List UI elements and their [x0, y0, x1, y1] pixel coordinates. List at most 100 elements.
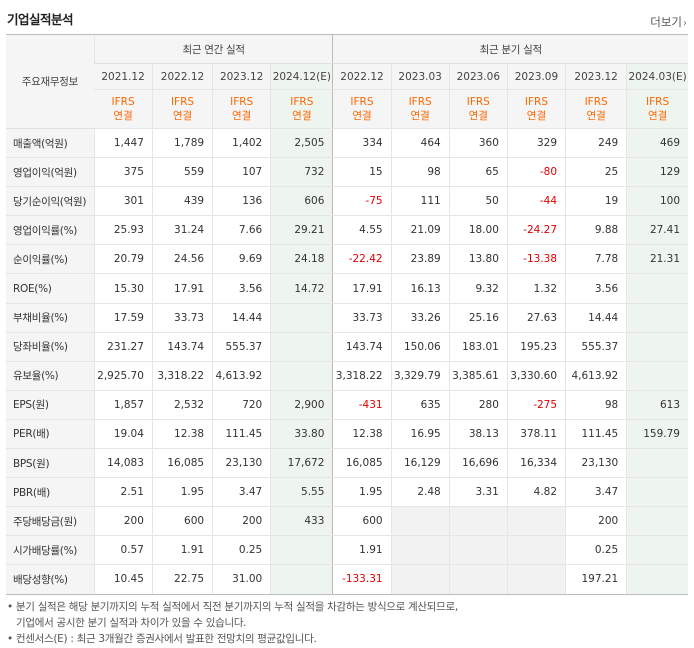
table-cell: 33.73 [151, 303, 213, 333]
table-cell: 23,130 [212, 448, 271, 479]
footnote-1: • 분기 실적은 해당 분기까지의 누적 실적에서 직전 분기까지의 누적 실적… [7, 601, 458, 613]
table-cell: 29.21 [270, 215, 333, 246]
table-cell: 280 [448, 389, 508, 420]
table-cell: 301 [93, 186, 153, 217]
table-cell: 50 [448, 186, 508, 217]
table-cell: 2.48 [390, 477, 450, 508]
table-cell: 559 [151, 157, 213, 188]
table-cell: -75 [332, 186, 392, 217]
consolidated-label: 연결 [292, 110, 312, 122]
table-row: 부채비율(%) 17.59 33.73 14.44 33.73 33.26 25.16 27.… [6, 303, 688, 333]
ifrs-badge: IFRS 연결 [506, 89, 566, 129]
table-cell: 33.73 [332, 303, 392, 333]
table-cell: 4.55 [332, 215, 392, 246]
ifrs-label: IFRS [524, 96, 548, 108]
more-label: 더보기 [650, 15, 682, 29]
table-cell: 360 [448, 128, 508, 159]
row-header: 주요재무정보 [6, 34, 95, 129]
table-cell: 23,130 [565, 448, 627, 479]
table-cell [626, 448, 688, 479]
table-cell: 143.74 [151, 332, 213, 362]
table-cell: 600 [151, 506, 213, 537]
table-cell [448, 535, 508, 566]
table-cell: 98 [565, 389, 627, 420]
ifrs-label: IFRS [646, 96, 670, 108]
table-cell: 197.21 [565, 564, 627, 595]
table-cell: 18.00 [448, 215, 508, 246]
table-cell [506, 506, 566, 537]
table-cell: 3,329.79 [390, 361, 450, 391]
row-label: 영업이익(억원) [6, 157, 95, 188]
row-label: 영업이익률(%) [6, 215, 95, 246]
table-cell: 17,672 [270, 448, 333, 479]
table-cell: -24.27 [506, 215, 566, 246]
table-cell [506, 564, 566, 595]
table-cell: 12.38 [332, 419, 392, 450]
table-row: 당좌비율(%) 231.27 143.74 555.37 143.74 150.06 183… [6, 332, 688, 362]
ifrs-badge: IFRS 연결 [390, 89, 450, 129]
table-cell: 0.25 [212, 535, 271, 566]
period-header: 2023.12 [565, 63, 627, 90]
table-row: PBR(배) 2.51 1.95 3.47 5.55 1.95 2.48 3.31 4.82 3.… [6, 477, 688, 508]
table-cell: 1.91 [332, 535, 392, 566]
table-cell: 4.82 [506, 477, 566, 508]
table-cell: 16,129 [390, 448, 450, 479]
table-cell: 3,318.22 [151, 361, 213, 391]
table-cell [626, 303, 688, 333]
table-cell: 21.09 [390, 215, 450, 246]
row-label: PBR(배) [6, 477, 95, 508]
chevron-right-icon: › [683, 18, 687, 29]
ifrs-badge: IFRS 연결 [212, 89, 271, 129]
row-label: EPS(원) [6, 389, 95, 420]
table-cell: 249 [565, 128, 627, 159]
ifrs-badge: IFRS 연결 [332, 89, 392, 129]
table-cell [390, 506, 450, 537]
table-cell [506, 535, 566, 566]
table-cell: 38.13 [448, 419, 508, 450]
period-header: 2022.12 [151, 63, 213, 90]
table-cell: 200 [212, 506, 271, 537]
table-cell: 19 [565, 186, 627, 217]
table-cell: 25.93 [93, 215, 153, 246]
row-label: 배당성향(%) [6, 564, 95, 595]
period-header: 2024.03(E) [626, 63, 688, 90]
table-cell: 329 [506, 128, 566, 159]
table-cell: 2,900 [270, 389, 333, 420]
table-cell: 600 [332, 506, 392, 537]
table-cell: 555.37 [212, 332, 271, 362]
more-link[interactable]: 더보기› [650, 14, 687, 30]
ifrs-label: IFRS [350, 96, 374, 108]
table-cell [270, 535, 333, 566]
table-cell: 16.13 [390, 273, 450, 304]
consolidated-label: 연결 [647, 110, 668, 122]
table-cell: 433 [270, 506, 333, 537]
ifrs-label: IFRS [230, 96, 254, 108]
table-cell: 10.45 [93, 564, 153, 595]
table-cell: 1.95 [151, 477, 213, 508]
table-cell: 2,925.70 [93, 361, 153, 391]
table-cell: 4,613.92 [565, 361, 627, 391]
table-cell: 23.89 [390, 244, 450, 275]
table-cell: 24.18 [270, 244, 333, 275]
table-cell: 25 [565, 157, 627, 188]
period-header: 2021.12 [94, 63, 153, 90]
table-cell [448, 564, 508, 595]
table-row: 영업이익률(%) 25.93 31.24 7.66 29.21 4.55 21.09 18.0… [6, 215, 688, 246]
table-cell: 16,085 [151, 448, 213, 479]
row-label: PER(배) [6, 419, 95, 450]
table-cell: 27.41 [626, 215, 688, 246]
table-cell: 0.25 [565, 535, 627, 566]
table-cell: 1.32 [506, 273, 566, 304]
row-label: ROE(%) [6, 273, 95, 304]
table-cell: 3.31 [448, 477, 508, 508]
table-cell [626, 535, 688, 566]
period-header: 2023.12 [212, 63, 271, 90]
table-cell [626, 564, 688, 595]
period-header: 2024.12(E) [270, 63, 333, 90]
table-cell: 20.79 [93, 244, 153, 275]
table-row: ROE(%) 15.30 17.91 3.56 14.72 17.91 16.13 9.32 1… [6, 273, 688, 304]
table-row: 유보율(%) 2,925.70 3,318.22 4,613.92 3,318.22 3,… [6, 361, 688, 391]
consolidated-label: 연결 [526, 110, 547, 122]
table-cell: 16,334 [506, 448, 566, 479]
table-cell: 195.23 [506, 332, 566, 362]
